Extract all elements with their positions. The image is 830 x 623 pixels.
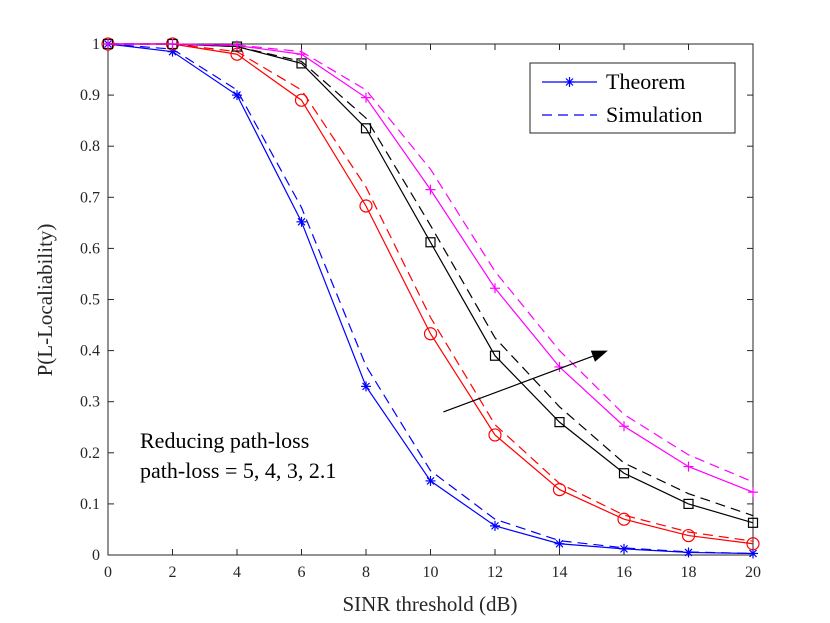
annotation: Reducing path-loss path-loss = 5, 4, 3, … xyxy=(140,350,608,483)
theorem-point xyxy=(360,123,372,134)
y-tick-label: 0.1 xyxy=(80,496,100,513)
theorem-point xyxy=(232,40,242,51)
x-tick-label: 2 xyxy=(169,564,177,581)
y-tick-label: 0.4 xyxy=(80,343,100,360)
x-axis-title: SINR threshold (dB) xyxy=(343,592,518,616)
axis-ticks: 0 2 4 6 8 10 12 14 16 18 20 0 0.1 0.2 0.3 0.4 0.5 0.6 0.7 0… xyxy=(80,36,761,581)
theorem-point xyxy=(489,350,501,361)
x-tick-label: 12 xyxy=(487,564,503,581)
theorem-point xyxy=(294,93,309,107)
legend-theorem-label: Theorem xyxy=(606,69,685,94)
series-group xyxy=(103,39,758,559)
simulation-line xyxy=(108,43,754,542)
theorem-point xyxy=(490,283,500,294)
theorem-point xyxy=(619,421,629,432)
theorem-point xyxy=(552,482,567,497)
legend: Theorem Simulation xyxy=(529,62,736,134)
simulation-line xyxy=(108,43,754,483)
theorem-point xyxy=(681,528,696,543)
series-layer xyxy=(101,37,760,559)
theorem-point xyxy=(554,538,565,549)
theorem-point xyxy=(425,475,436,486)
theorem-point xyxy=(296,49,307,60)
annotation-line-2: path-loss = 5, 4, 3, 2.1 xyxy=(140,458,336,483)
theorem-point xyxy=(554,417,565,428)
theorem-point xyxy=(490,520,500,531)
x-tick-label: 16 xyxy=(616,564,632,581)
marker-stroke xyxy=(684,548,693,557)
marker-stroke xyxy=(426,476,435,485)
theorem-point xyxy=(423,327,438,341)
x-tick-label: 14 xyxy=(552,564,568,581)
marker-stroke xyxy=(362,382,370,391)
theorem-point xyxy=(103,39,113,49)
x-tick-label: 4 xyxy=(233,564,241,581)
y-axis-title: P(L-Localiability) xyxy=(33,224,57,377)
y-tick-label: 0.5 xyxy=(80,292,100,309)
marker-stroke xyxy=(620,544,628,553)
theorem-point xyxy=(425,184,436,195)
theorem-point xyxy=(617,512,631,526)
y-tick-label: 0.8 xyxy=(80,138,100,155)
theorem-point xyxy=(683,498,694,509)
theorem-point xyxy=(232,90,242,101)
annotation-arrow-head xyxy=(590,350,608,362)
y-tick-label: 0.6 xyxy=(80,240,100,257)
theorem-point xyxy=(748,487,758,498)
x-tick-label: 8 xyxy=(362,564,370,581)
marker-stroke xyxy=(233,91,241,100)
annotation-line-1: Reducing path-loss xyxy=(140,428,309,453)
theorem-point xyxy=(619,543,629,554)
theorem-point xyxy=(488,428,502,442)
theorem-point xyxy=(746,537,760,551)
x-tick-label: 6 xyxy=(298,564,306,581)
series-group xyxy=(101,37,760,551)
theorem-point xyxy=(167,39,178,49)
marker-stroke xyxy=(297,217,306,226)
y-tick-label: 1 xyxy=(92,36,100,53)
marker-stroke xyxy=(749,549,757,558)
legend-simulation-label: Simulation xyxy=(606,102,703,127)
legend-box xyxy=(529,62,736,134)
theorem-point xyxy=(361,381,371,392)
x-tick-label: 0 xyxy=(104,564,112,581)
y-tick-label: 0.9 xyxy=(80,87,100,104)
theorem-point xyxy=(425,237,436,248)
legend-theorem-marker xyxy=(564,77,575,87)
theorem-line xyxy=(108,43,754,524)
x-tick-label: 10 xyxy=(423,564,439,581)
theorem-point xyxy=(618,468,630,479)
y-tick-label: 0.2 xyxy=(80,445,100,462)
simulation-line xyxy=(108,43,754,517)
theorem-point xyxy=(683,461,694,472)
theorem-point xyxy=(747,517,759,528)
y-tick-label: 0 xyxy=(92,547,100,564)
y-tick-label: 0.3 xyxy=(80,394,100,411)
x-tick-label: 18 xyxy=(681,564,697,581)
theorem-point xyxy=(359,199,373,213)
marker-stroke xyxy=(491,521,499,530)
theorem-line xyxy=(108,43,754,545)
marker-stroke xyxy=(555,539,564,548)
x-tick-label: 20 xyxy=(745,564,761,581)
theorem-point xyxy=(296,216,307,227)
annotation-arrow xyxy=(443,355,594,413)
theorem-point xyxy=(683,547,694,558)
theorem-point xyxy=(361,92,371,103)
y-tick-label: 0.7 xyxy=(80,189,100,206)
simulation-line xyxy=(107,43,754,555)
